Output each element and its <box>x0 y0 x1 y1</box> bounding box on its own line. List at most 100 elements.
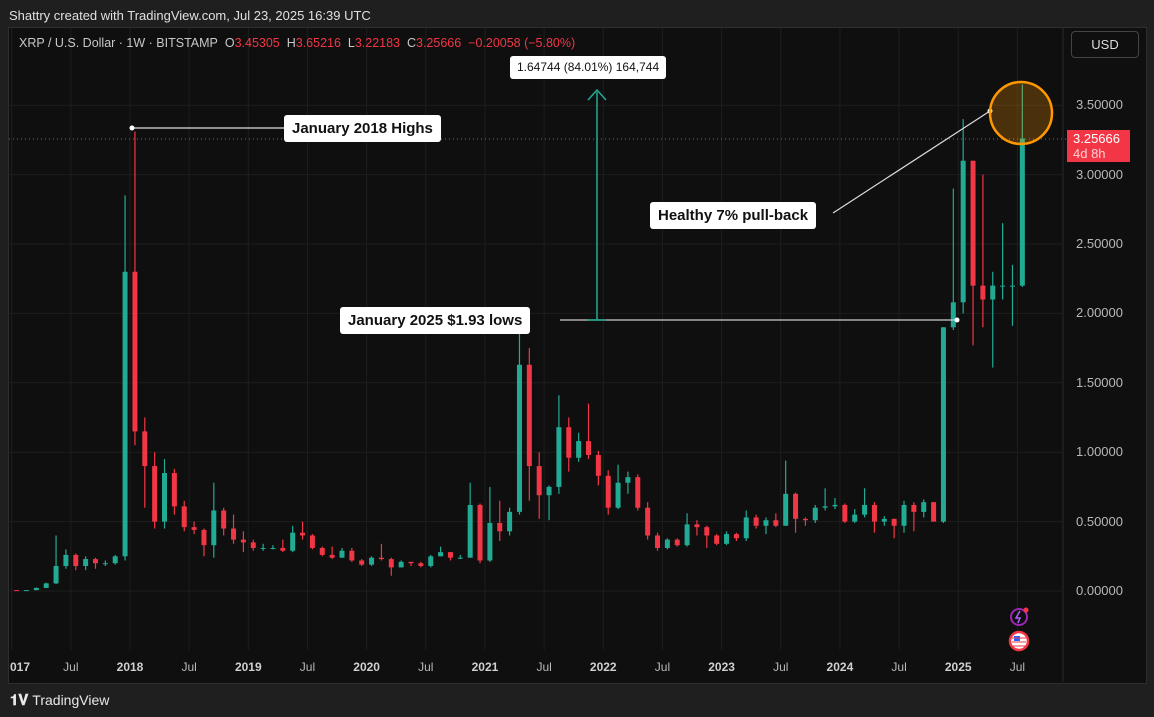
candle-body <box>83 559 89 567</box>
x-tick-label: Jul <box>773 660 789 674</box>
candle-body <box>171 473 177 507</box>
candle-body <box>526 364 532 467</box>
candle-body <box>566 427 572 458</box>
candle-body <box>645 507 651 536</box>
annotation-jan2025-lows[interactable]: January 2025 $1.93 lows <box>340 307 531 334</box>
high-value: 3.65216 <box>295 36 341 50</box>
candle-body <box>53 566 59 584</box>
candle-body <box>142 431 148 467</box>
candle-body <box>783 493 789 526</box>
candle-body <box>625 477 631 483</box>
candle-body <box>862 504 868 515</box>
candle-body <box>516 364 522 512</box>
candle-body <box>270 547 276 549</box>
candle-body <box>467 504 473 558</box>
x-tick-label: 2019 <box>234 660 262 674</box>
low-value: 3.22183 <box>354 36 401 50</box>
candle-body <box>63 554 69 567</box>
candle-body <box>231 528 237 540</box>
tradingview-logo[interactable]: 𝟏𝐕 TradingView <box>10 692 109 709</box>
y-tick-label: 0.00000 <box>1076 583 1123 598</box>
candle-body <box>694 524 700 528</box>
candle-body <box>290 532 296 551</box>
events-lightning-icon <box>1010 608 1028 626</box>
candle-body <box>960 160 966 303</box>
candle-body <box>931 502 937 522</box>
x-tick-label: Jul <box>536 660 552 674</box>
candle-body <box>349 550 355 561</box>
candle-body <box>773 520 779 526</box>
candle-body <box>112 556 118 564</box>
candle-body <box>122 271 128 557</box>
candle-body <box>240 539 246 543</box>
candle-body <box>595 454 601 476</box>
last-price-value: 3.25666 <box>1073 131 1120 146</box>
candle-body <box>329 554 335 558</box>
candle-body <box>881 518 887 522</box>
open-label: O <box>224 36 235 50</box>
y-tick-label: 2.50000 <box>1076 236 1123 251</box>
candle-body <box>280 547 286 551</box>
annotation-pullback[interactable]: Healthy 7% pull-back <box>650 202 817 229</box>
candle-body <box>655 535 661 548</box>
chart-frame[interactable] <box>8 27 1147 684</box>
x-tick-label: Jul <box>1009 660 1026 674</box>
close-label: C <box>406 36 416 50</box>
x-tick-label: 2018 <box>116 660 144 674</box>
x-tick-label: 2020 <box>353 660 380 674</box>
bar-countdown: 4d 8h <box>1073 146 1106 161</box>
candle-body <box>132 271 138 432</box>
candle-body <box>911 504 917 512</box>
currency-button[interactable]: USD <box>1071 31 1139 58</box>
candle-body <box>546 486 552 496</box>
candle-body <box>507 511 513 532</box>
candle-body <box>33 587 39 591</box>
annotation-anchor <box>129 125 135 131</box>
candle-body <box>585 441 591 455</box>
x-tick-label: Jul <box>63 660 79 674</box>
candle-body <box>852 514 858 522</box>
candle-body <box>733 534 739 539</box>
candle-body <box>970 160 976 286</box>
candle-body <box>339 550 345 558</box>
candle-body <box>576 441 582 458</box>
y-tick-label: 3.50000 <box>1076 97 1123 113</box>
last-price-tag: 3.25666 4d 8h <box>1067 130 1130 162</box>
candle-body <box>724 534 730 544</box>
chart-credit: Shattry created with TradingView.com, Ju… <box>9 8 371 23</box>
tv-logo-icon: 𝟏𝐕 <box>10 692 29 709</box>
symbol-label[interactable]: XRP / U.S. Dollar · 1W · BITSTAMP <box>19 36 218 50</box>
candle-body <box>980 285 986 300</box>
x-tick-label: Jul <box>891 660 907 674</box>
candle-body <box>162 473 168 522</box>
candle-body <box>763 520 769 526</box>
candle-body <box>408 561 414 564</box>
candle-body <box>832 504 838 507</box>
candle-body <box>802 518 808 521</box>
candle-body <box>901 504 907 526</box>
candle-body <box>457 557 463 559</box>
candle-body <box>23 590 29 592</box>
candle-body <box>871 504 877 522</box>
change-value: −0.20058 (−5.80%) <box>468 36 576 50</box>
candle-body <box>921 502 927 512</box>
candle-body <box>300 532 306 536</box>
candle-body <box>812 507 818 521</box>
annotation-jan2018-highs[interactable]: January 2018 Highs <box>284 115 441 142</box>
candle-body <box>753 517 759 526</box>
y-tick-label: 3.00000 <box>1076 166 1123 182</box>
candle-body <box>940 327 946 522</box>
ohlc-legend: XRP / U.S. Dollar · 1W · BITSTAMP O3.453… <box>19 36 575 50</box>
candle-body <box>181 506 187 528</box>
annotation-anchor <box>954 317 960 323</box>
x-tick-label: Jul <box>299 660 316 674</box>
x-tick-label: Jul <box>654 660 671 674</box>
low-label: L <box>347 36 355 50</box>
candle-body <box>842 504 848 522</box>
candle-body <box>428 556 434 567</box>
x-tick-label: 2024 <box>826 660 854 674</box>
x-tick-label: 017 <box>9 660 31 674</box>
open-value: 3.45305 <box>234 36 280 50</box>
x-tick-label: 2022 <box>589 660 617 674</box>
